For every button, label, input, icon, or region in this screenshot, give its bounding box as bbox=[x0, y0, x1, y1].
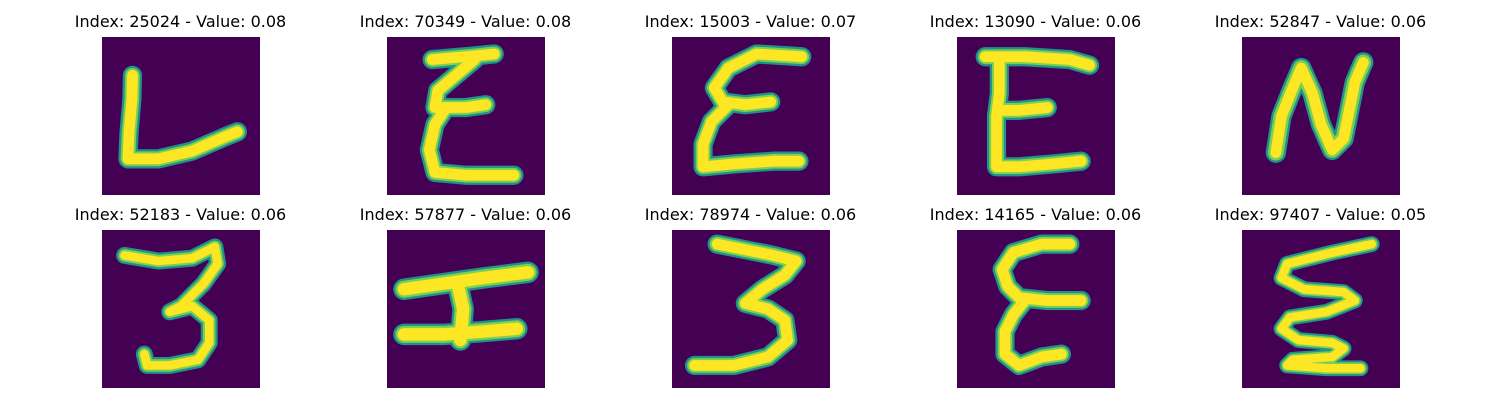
panel-title: Index: 52847 - Value: 0.06 bbox=[1214, 12, 1427, 31]
panel-title: Index: 52183 - Value: 0.06 bbox=[74, 205, 287, 224]
panel-title: Index: 14165 - Value: 0.06 bbox=[929, 205, 1142, 224]
grid-panel: Index: 15003 - Value: 0.07 bbox=[608, 10, 893, 196]
grid-panel: Index: 52847 - Value: 0.06 bbox=[1178, 10, 1463, 196]
grid-panel: Index: 97407 - Value: 0.05 bbox=[1178, 203, 1463, 389]
handwritten-glyph-image bbox=[672, 37, 830, 195]
grid-panel: Index: 78974 - Value: 0.06 bbox=[608, 203, 893, 389]
handwritten-glyph-image bbox=[957, 37, 1115, 195]
panel-title: Index: 70349 - Value: 0.08 bbox=[359, 12, 572, 31]
grid-panel: Index: 52183 - Value: 0.06 bbox=[38, 203, 323, 389]
panel-title: Index: 78974 - Value: 0.06 bbox=[644, 205, 857, 224]
handwritten-glyph-image bbox=[102, 230, 260, 388]
grid-panel: Index: 25024 - Value: 0.08 bbox=[38, 10, 323, 196]
panel-title: Index: 97407 - Value: 0.05 bbox=[1214, 205, 1427, 224]
panel-title: Index: 15003 - Value: 0.07 bbox=[644, 12, 857, 31]
handwritten-glyph-image bbox=[1242, 37, 1400, 195]
handwritten-glyph-image bbox=[387, 37, 545, 195]
panel-title: Index: 13090 - Value: 0.06 bbox=[929, 12, 1142, 31]
panel-title: Index: 57877 - Value: 0.06 bbox=[359, 205, 572, 224]
handwritten-glyph-image bbox=[387, 230, 545, 388]
handwritten-glyph-image bbox=[1242, 230, 1400, 388]
grid-panel: Index: 14165 - Value: 0.06 bbox=[893, 203, 1178, 389]
grid-panel: Index: 70349 - Value: 0.08 bbox=[323, 10, 608, 196]
handwritten-glyph-image bbox=[957, 230, 1115, 388]
grid-panel: Index: 57877 - Value: 0.06 bbox=[323, 203, 608, 389]
handwritten-glyph-image bbox=[102, 37, 260, 195]
handwritten-glyph-image bbox=[672, 230, 830, 388]
panel-title: Index: 25024 - Value: 0.08 bbox=[74, 12, 287, 31]
grid-panel: Index: 13090 - Value: 0.06 bbox=[893, 10, 1178, 196]
